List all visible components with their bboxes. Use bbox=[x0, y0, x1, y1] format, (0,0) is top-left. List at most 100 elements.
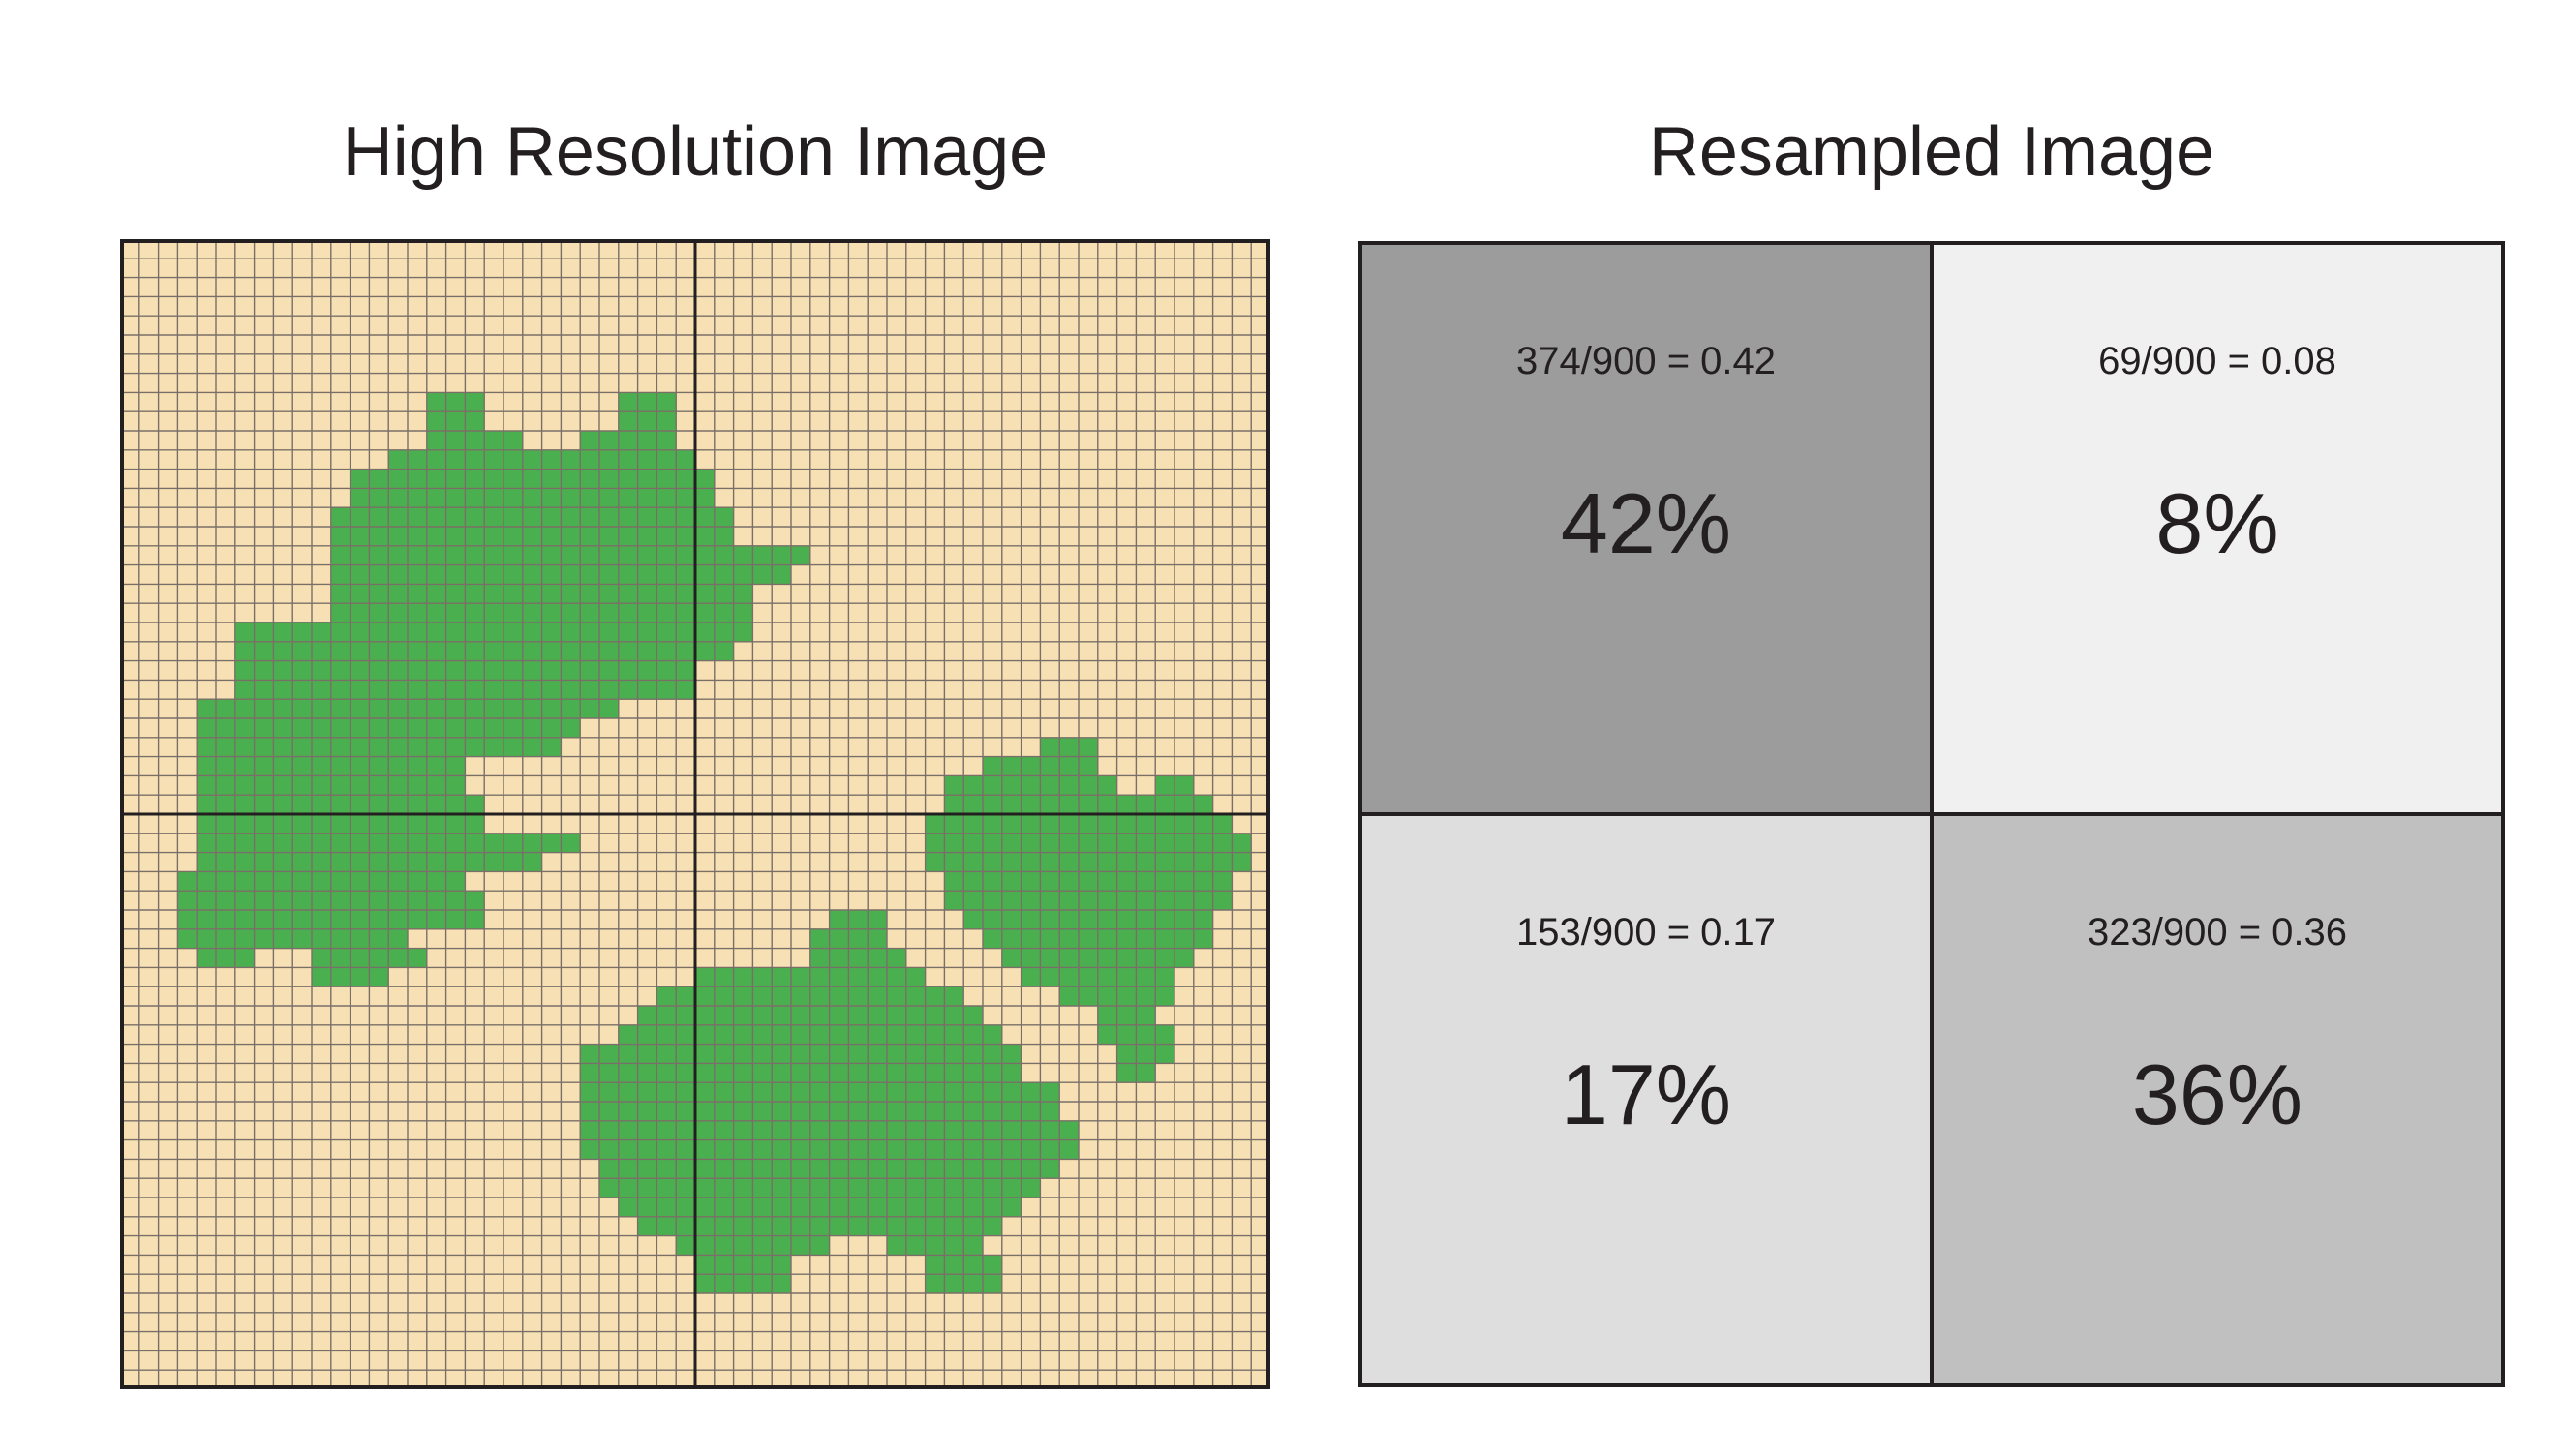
coverage-cell bbox=[312, 948, 332, 968]
coverage-cell bbox=[330, 814, 351, 834]
coverage-cell bbox=[983, 928, 1003, 950]
coverage-cell bbox=[963, 871, 984, 892]
coverage-cell bbox=[963, 1044, 984, 1064]
coverage-cell bbox=[1001, 775, 1022, 796]
coverage-cell bbox=[848, 1082, 869, 1103]
coverage-cell bbox=[465, 852, 485, 872]
coverage-cell bbox=[312, 699, 332, 719]
coverage-cell bbox=[905, 1198, 927, 1218]
coverage-cell bbox=[522, 603, 543, 623]
coverage-cell bbox=[1021, 1082, 1041, 1103]
coverage-cell bbox=[561, 699, 581, 719]
coverage-cell bbox=[983, 756, 1003, 776]
coverage-cell bbox=[541, 641, 562, 662]
coverage-cell bbox=[484, 469, 504, 489]
coverage-cell bbox=[1021, 756, 1041, 776]
coverage-cell bbox=[656, 680, 677, 700]
coverage-cell bbox=[484, 431, 504, 451]
coverage-cell bbox=[1001, 1082, 1022, 1103]
coverage-cell bbox=[733, 1139, 753, 1160]
coverage-cell bbox=[426, 775, 447, 796]
coverage-cell bbox=[1059, 852, 1080, 872]
coverage-cell bbox=[618, 527, 639, 547]
coverage-cell bbox=[695, 1255, 716, 1275]
coverage-cell bbox=[541, 622, 562, 643]
coverage-cell bbox=[676, 1139, 696, 1160]
coverage-cell bbox=[350, 527, 370, 547]
coverage-cell bbox=[503, 699, 524, 719]
coverage-cell bbox=[1059, 891, 1080, 911]
coverage-cell bbox=[676, 1178, 696, 1198]
coverage-cell bbox=[1097, 852, 1118, 872]
coverage-cell bbox=[484, 545, 504, 566]
coverage-cell bbox=[330, 603, 351, 623]
coverage-cell bbox=[848, 910, 869, 930]
coverage-cell bbox=[695, 1235, 716, 1256]
coverage-cell bbox=[292, 891, 313, 911]
coverage-cell bbox=[1001, 1139, 1022, 1160]
coverage-cell bbox=[944, 1255, 964, 1275]
coverage-cell bbox=[695, 507, 716, 528]
coverage-cell bbox=[369, 507, 389, 528]
coverage-cell bbox=[1001, 1159, 1022, 1179]
coverage-cell bbox=[963, 910, 984, 930]
coverage-cell bbox=[1212, 833, 1233, 854]
coverage-cell bbox=[388, 948, 409, 968]
coverage-cell bbox=[1136, 871, 1156, 892]
coverage-cell bbox=[330, 891, 351, 911]
coverage-cell bbox=[695, 469, 716, 489]
coverage-cell bbox=[963, 1120, 984, 1141]
coverage-cell bbox=[733, 1235, 753, 1256]
coverage-cell bbox=[887, 1082, 907, 1103]
coverage-cell bbox=[695, 584, 716, 604]
coverage-cell bbox=[465, 411, 485, 432]
coverage-cell bbox=[330, 545, 351, 566]
coverage-cell bbox=[618, 1024, 639, 1046]
coverage-cell bbox=[637, 1178, 657, 1198]
coverage-cell bbox=[350, 814, 370, 834]
coverage-cell bbox=[580, 603, 600, 623]
coverage-cell bbox=[695, 641, 716, 662]
coverage-cell bbox=[445, 622, 466, 643]
coverage-cell bbox=[887, 948, 907, 968]
coverage-cell bbox=[541, 488, 562, 508]
coverage-cell bbox=[599, 507, 620, 528]
coverage-cell bbox=[848, 1178, 869, 1198]
coverage-cell bbox=[254, 718, 274, 739]
coverage-cell bbox=[445, 833, 466, 854]
coverage-cell bbox=[216, 910, 236, 930]
coverage-cell bbox=[829, 1024, 849, 1046]
coverage-cell bbox=[618, 1120, 639, 1141]
coverage-cell bbox=[484, 507, 504, 528]
coverage-cell bbox=[522, 699, 543, 719]
coverage-cell bbox=[273, 871, 293, 892]
coverage-cell bbox=[312, 737, 332, 758]
coverage-cell bbox=[541, 469, 562, 489]
coverage-cell bbox=[1021, 967, 1041, 987]
coverage-cell bbox=[791, 967, 811, 987]
coverage-cell bbox=[465, 469, 485, 489]
coverage-cell bbox=[887, 1120, 907, 1141]
coverage-cell bbox=[848, 1198, 869, 1218]
coverage-cell bbox=[369, 928, 389, 950]
coverage-cell bbox=[599, 1063, 620, 1083]
coverage-cell bbox=[465, 622, 485, 643]
coverage-cell bbox=[925, 1063, 945, 1083]
coverage-cell bbox=[772, 1178, 792, 1198]
coverage-cell bbox=[714, 1006, 735, 1026]
coverage-cell bbox=[618, 641, 639, 662]
coverage-cell bbox=[1155, 948, 1175, 968]
coverage-cell bbox=[868, 1006, 888, 1026]
coverage-cell bbox=[1155, 1044, 1175, 1064]
coverage-cell bbox=[465, 392, 485, 412]
coverage-cell bbox=[618, 1198, 639, 1218]
coverage-cell bbox=[426, 584, 447, 604]
coverage-cell bbox=[656, 449, 677, 470]
coverage-cell bbox=[791, 1198, 811, 1218]
coverage-cell bbox=[234, 948, 256, 968]
coverage-cell bbox=[1021, 1102, 1041, 1122]
coverage-cell bbox=[829, 1159, 849, 1179]
coverage-cell bbox=[426, 737, 447, 758]
coverage-cell bbox=[733, 1044, 753, 1064]
coverage-cell bbox=[714, 584, 735, 604]
